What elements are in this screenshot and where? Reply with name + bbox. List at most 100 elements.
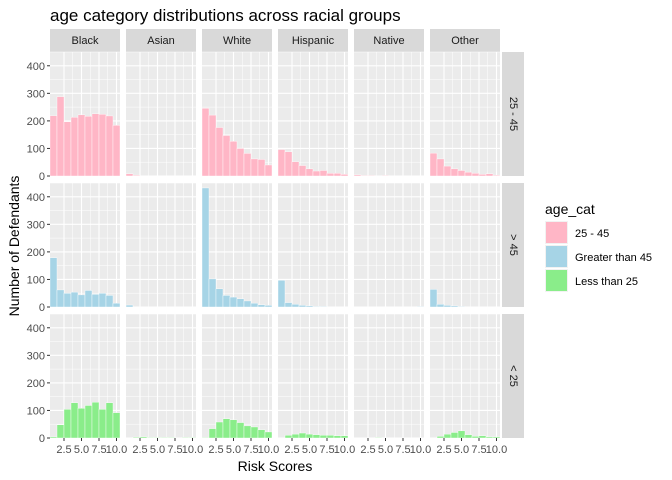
bar-other-row3-x2 [436,436,445,439]
bar-white-row2-x6 [236,298,245,308]
facet-strip-label-white: White [223,35,251,47]
facet-strip-native [354,29,424,52]
bar-other-row1-x8 [478,174,487,177]
bar-asian-row3-x5 [153,437,162,439]
panel-background-native-row1 [354,52,424,176]
panel-background-asian-row3 [126,314,196,438]
legend: age_cat 25 - 45 Greater than 45 Less than … [545,201,652,292]
bar-black-row1-x5 [77,114,86,177]
bar-other-row1-x5 [457,170,466,177]
bar-black-row2-x5 [77,294,86,308]
bar-other-row2-x1 [429,289,438,308]
x-tick-label: 2.5 [360,444,375,456]
bar-hispanic-row1-x10 [340,174,349,177]
legend-key-less-than-25 [546,270,567,291]
bar-black-row2-x7 [91,294,100,308]
bar-white-row2-x2 [208,278,217,308]
chart-title: age category distributions across racial… [50,6,401,25]
x-tick-label: 5.0 [454,444,469,456]
bar-hispanic-row1-x5 [305,168,314,177]
bar-hispanic-row1-x4 [298,165,307,177]
bar-other-row2-x3 [443,305,452,308]
y-tick-label: 300 [27,350,45,362]
bar-black-row3-x6 [84,405,93,439]
panel-background-white-row3 [202,314,272,438]
y-tick-label: 300 [27,88,45,100]
bar-white-row3-x9 [257,429,266,439]
bar-black-row2-x1 [49,257,58,308]
bar-other-row3-x8 [478,435,487,439]
bar-hispanic-row2-x2 [284,302,293,308]
bar-white-row1-x1 [201,108,210,177]
bar-other-row3-x4 [450,432,459,439]
bar-asian-row3-x4 [146,437,155,439]
bar-other-row3-x5 [457,430,466,439]
bar-white-row1-x4 [222,135,231,177]
x-tick-label: 2.5 [208,444,223,456]
x-tick-label: 10.0 [182,444,203,456]
panel-background-other-row1 [430,52,500,176]
bar-hispanic-row3-x7 [319,435,328,439]
bar-white-row1-x3 [215,127,224,177]
bar-hispanic-row1-x1 [277,149,286,177]
x-tick-label: 7.5 [319,444,334,456]
bar-hispanic-row3-x10 [340,435,349,439]
bar-other-row1-x9 [485,173,494,177]
bar-white-row2-x7 [243,300,252,308]
bar-native-row2-x10 [416,306,425,308]
bar-hispanic-row1-x3 [291,161,300,177]
facet-row-strip-label-3: < 25 [507,365,519,387]
bar-white-row2-x5 [229,296,238,308]
bar-white-row1-x10 [264,164,273,177]
facet-row-strip-3 [502,314,524,438]
bar-other-row1-x10 [492,174,501,177]
x-tick-label: 5.0 [74,444,89,456]
bar-native-row1-x2 [360,175,369,177]
y-tick-label: 200 [27,378,45,390]
panel-background-hispanic-row3 [278,314,348,438]
x-tick-label: 2.5 [56,444,71,456]
x-tick-label: 10.0 [486,444,507,456]
facet-row-strip-1 [502,52,524,176]
panel-background-asian-row2 [126,183,196,307]
bar-other-row3-x9 [485,436,494,439]
bar-black-row3-x9 [105,402,114,439]
bar-black-row3-x8 [98,409,107,439]
bar-black-row1-x2 [56,96,65,177]
bar-hispanic-row2-x5 [305,305,314,308]
facet-strip-label-black: Black [72,35,99,47]
facet-strip-label-hispanic: Hispanic [292,35,335,47]
bar-hispanic-row2-x1 [277,280,286,308]
bar-other-row1-x6 [464,171,473,177]
panel-background-other-row3 [430,314,500,438]
legend-title: age_cat [545,201,595,217]
y-tick-label: 0 [39,171,45,183]
x-tick-label: 7.5 [471,444,486,456]
x-tick-label: 10.0 [410,444,431,456]
panel-background-black-row2 [50,183,120,307]
bar-black-row3-x1 [49,436,58,439]
bar-black-row2-x10 [112,302,121,308]
bar-hispanic-row2-x7 [319,306,328,308]
bar-black-row2-x8 [98,293,107,308]
bar-other-row2-x5 [457,306,466,308]
y-tick-label: 100 [27,274,45,286]
bar-other-row1-x1 [429,152,438,177]
bar-hispanic-row2-x3 [291,304,300,308]
y-tick-label: 0 [39,302,45,314]
bar-black-row2-x4 [70,291,79,308]
bar-hispanic-row3-x3 [291,433,300,439]
bar-hispanic-row2-x6 [312,306,321,308]
bar-other-row3-x10 [492,436,501,439]
bar-white-row3-x3 [215,421,224,439]
bar-asian-row1-x2 [132,174,141,177]
bar-asian-row3-x7 [167,437,176,439]
bar-other-row2-x2 [436,304,445,308]
bar-hispanic-row3-x5 [305,433,314,439]
bar-native-row1-x3 [367,175,376,177]
legend-key-greater-than-45 [546,246,567,267]
bar-white-row1-x6 [236,148,245,177]
bar-white-row2-x10 [264,305,273,308]
x-tick-label: 7.5 [91,444,106,456]
